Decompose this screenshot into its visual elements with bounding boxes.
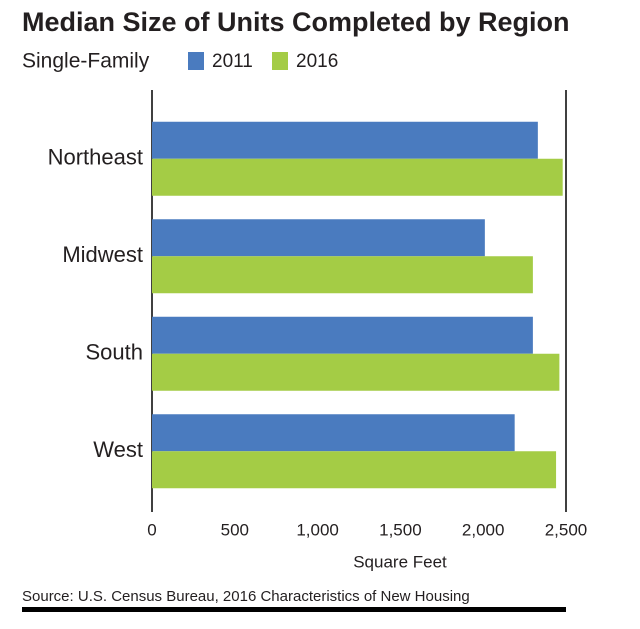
x-tick-label: 0 — [147, 520, 156, 539]
bar — [152, 451, 557, 489]
legend-swatch — [272, 52, 288, 70]
bar — [152, 121, 538, 159]
x-tick-label: 2,000 — [462, 520, 505, 539]
bar — [152, 414, 515, 452]
legend-label: 2011 — [212, 51, 253, 72]
x-tick-label: 500 — [221, 520, 249, 539]
y-tick-label: South — [86, 340, 144, 365]
chart-title: Median Size of Units Completed by Region — [22, 7, 570, 37]
y-tick-label: West — [93, 437, 143, 462]
source-note: Source: U.S. Census Bureau, 2016 Charact… — [22, 588, 470, 605]
legend-swatch — [188, 52, 204, 70]
legend-label: 2016 — [296, 51, 338, 72]
x-tick-label: 1,000 — [296, 520, 339, 539]
bar — [152, 219, 485, 257]
footer-rule — [22, 607, 566, 612]
y-tick-label: Midwest — [62, 242, 143, 267]
bar — [152, 316, 533, 354]
bar — [152, 256, 533, 294]
x-tick-label: 1,500 — [379, 520, 422, 539]
bar — [152, 158, 563, 196]
x-tick-label: 2,500 — [545, 520, 588, 539]
bar — [152, 353, 560, 391]
chart-subtitle: Single-Family — [22, 50, 150, 73]
x-axis-label: Square Feet — [353, 552, 447, 571]
y-tick-label: Northeast — [48, 145, 143, 170]
